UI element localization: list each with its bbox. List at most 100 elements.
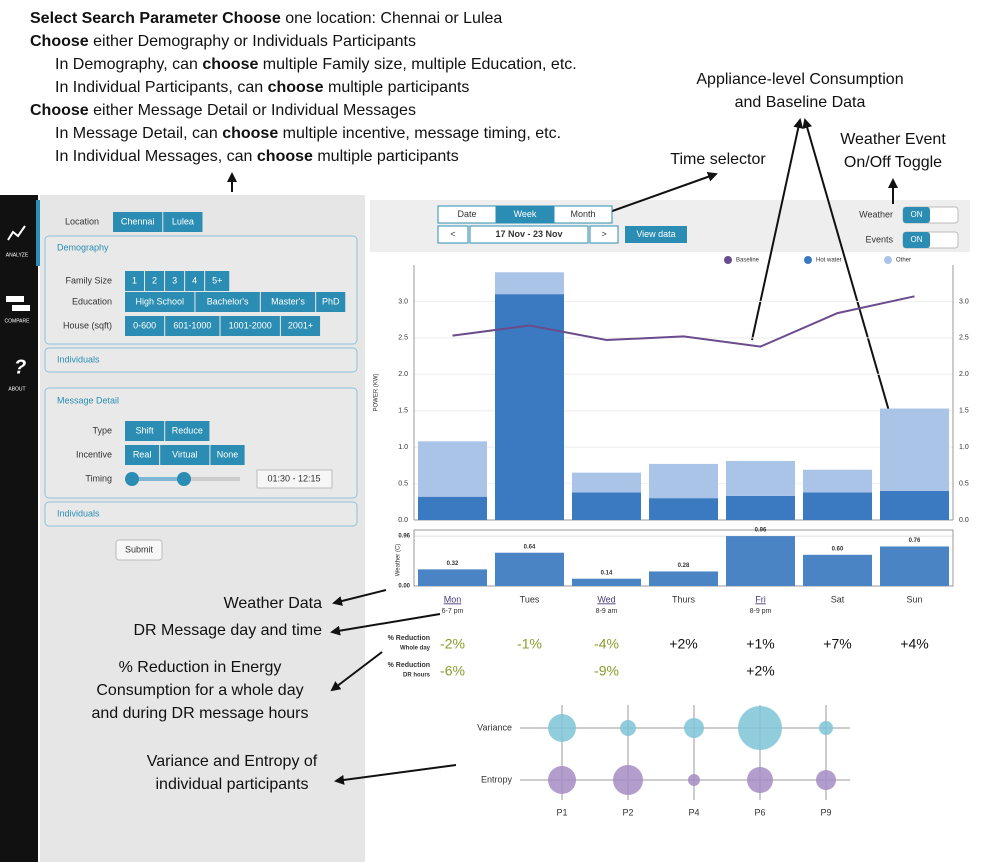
- control-label: Education: [72, 296, 112, 306]
- option-label: Real: [133, 449, 152, 459]
- option-button[interactable]: [205, 271, 230, 291]
- instruction-line: In Message Detail, can choose multiple i…: [55, 125, 561, 142]
- period-tab[interactable]: [553, 205, 613, 224]
- row-label: % Reduction: [388, 662, 430, 669]
- option-button[interactable]: [160, 445, 210, 465]
- slider-handle[interactable]: [177, 472, 191, 486]
- option-button[interactable]: [125, 421, 165, 441]
- toggle-label: Events: [865, 234, 893, 244]
- reduction-value: +4%: [900, 636, 928, 652]
- participant-label: P2: [622, 807, 633, 817]
- bar: [726, 495, 795, 520]
- option-button[interactable]: [165, 316, 220, 336]
- option-label: 0-600: [133, 320, 156, 330]
- y-tick-label: 1.0: [398, 444, 408, 451]
- option-label: 2001+: [288, 320, 313, 330]
- individuals-box: [44, 347, 358, 373]
- option-button[interactable]: [125, 292, 195, 312]
- option-button[interactable]: [145, 271, 165, 291]
- period-tab-label: Week: [514, 209, 537, 219]
- bubble: [819, 721, 833, 735]
- option-button[interactable]: [210, 445, 245, 465]
- view-data-button[interactable]: [625, 226, 687, 243]
- annotation: and Baseline Data: [735, 94, 866, 111]
- legend-label: Hot water: [816, 258, 842, 264]
- submit-button[interactable]: [115, 539, 163, 561]
- date-nav[interactable]: [437, 225, 469, 244]
- reduction-value: -9%: [594, 663, 619, 679]
- option-label: Chennai: [121, 216, 155, 226]
- y2-tick-label: 1.5: [959, 408, 969, 415]
- option-button[interactable]: [260, 292, 316, 312]
- instruction-text: In Message Detail, can: [55, 125, 222, 142]
- row-label: % Reduction: [388, 635, 430, 642]
- legend-marker: [804, 256, 812, 264]
- date-nav-label: >: [601, 229, 606, 239]
- option-label: 1: [132, 275, 137, 285]
- sidebar: [0, 195, 38, 862]
- x-tick-note: 6-7 pm: [442, 608, 464, 615]
- bar: [649, 571, 718, 586]
- annotation: Weather Data: [224, 595, 323, 612]
- row-label: Variance: [477, 722, 512, 732]
- option-button[interactable]: [113, 212, 163, 232]
- option-button[interactable]: [125, 445, 160, 465]
- bubble: [684, 718, 704, 738]
- value-label: 0.60: [832, 546, 844, 552]
- option-button[interactable]: [165, 421, 210, 441]
- instruction-text: multiple Family size, multiple Education…: [258, 56, 576, 73]
- date-nav[interactable]: [589, 225, 619, 244]
- x-tick-label: Mon: [444, 594, 462, 604]
- option-button[interactable]: [220, 316, 280, 336]
- view-data-label: View data: [636, 229, 675, 239]
- reduction-value: +7%: [823, 636, 851, 652]
- analyze-icon: [7, 225, 26, 241]
- option-label: Reduce: [172, 425, 203, 435]
- active-indicator: [36, 200, 40, 266]
- option-button[interactable]: [316, 292, 346, 312]
- toggle-state: ON: [911, 235, 923, 244]
- nav-label: ANALYZE: [6, 252, 29, 258]
- control-label: Incentive: [76, 449, 112, 459]
- option-button[interactable]: [280, 316, 321, 336]
- bar: [418, 441, 487, 497]
- arrow: [751, 118, 804, 341]
- bar: [880, 408, 949, 491]
- y-tick-label: 0.5: [398, 480, 408, 487]
- x-tick-label: Sun: [906, 594, 922, 604]
- bar: [572, 492, 641, 520]
- y2-tick-label: 2.5: [959, 335, 969, 342]
- option-label: 5+: [212, 275, 222, 285]
- reduction-value: -6%: [440, 663, 465, 679]
- option-button[interactable]: [195, 292, 260, 312]
- control-label: House (sqft): [63, 320, 112, 330]
- option-button[interactable]: [125, 271, 145, 291]
- bubble: [747, 767, 773, 793]
- option-button[interactable]: [185, 271, 205, 291]
- option-label: PhD: [322, 296, 340, 306]
- option-button[interactable]: [163, 212, 203, 232]
- y-axis-title: POWER (KW): [374, 374, 380, 412]
- instruction-text: choose: [222, 125, 278, 142]
- bubble: [738, 706, 782, 750]
- date-nav: [469, 225, 589, 244]
- instruction-line: In Demography, can choose multiple Famil…: [55, 56, 577, 73]
- toggle-on: [903, 207, 930, 223]
- instruction-text: choose: [202, 56, 258, 73]
- option-button[interactable]: [165, 271, 185, 291]
- section-title: Demography: [57, 242, 109, 252]
- annotation: and during DR message hours: [91, 705, 308, 722]
- annotation: % Reduction in Energy: [119, 659, 282, 676]
- section-title: Individuals: [57, 508, 100, 518]
- annotation: Variance and Entropy of: [147, 753, 318, 770]
- reduction-value: -1%: [517, 636, 542, 652]
- bar: [803, 554, 872, 586]
- slider-handle[interactable]: [125, 472, 139, 486]
- bar: [726, 536, 795, 586]
- instruction-text: either Demography or Individuals Partici…: [89, 33, 416, 50]
- option-button[interactable]: [125, 316, 165, 336]
- option-label: Bachelor's: [207, 296, 249, 306]
- value-label: 0.76: [909, 538, 921, 544]
- time-range: 01:30 - 12:15: [267, 473, 320, 483]
